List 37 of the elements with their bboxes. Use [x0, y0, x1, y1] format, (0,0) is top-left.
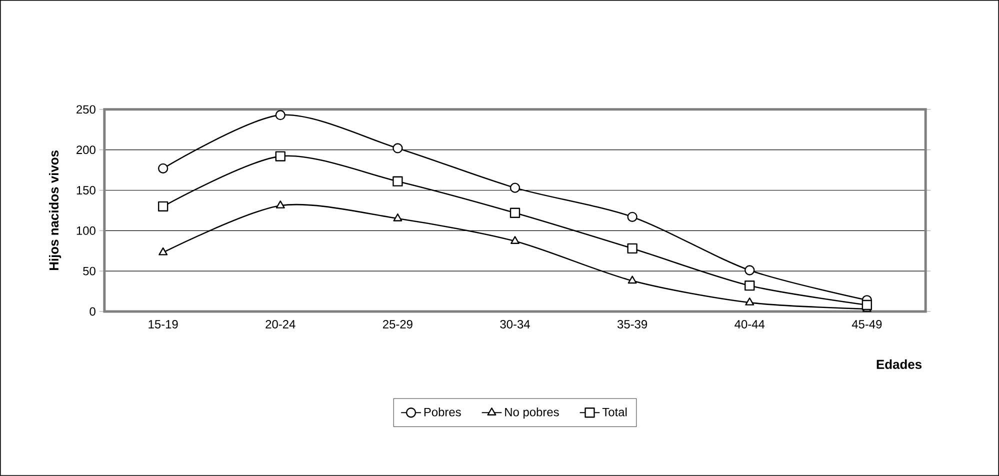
point — [158, 201, 168, 212]
y-tick-label: 250 — [76, 105, 96, 114]
y-tick-label: 150 — [76, 186, 96, 195]
x-tick-label: 35-39 — [617, 320, 648, 328]
point — [744, 265, 755, 276]
point — [392, 143, 403, 154]
x-tick-label: 20-24 — [266, 320, 296, 328]
x-tick-label: 45-49 — [852, 320, 882, 328]
point — [510, 208, 520, 218]
point — [158, 247, 168, 256]
legend-label: Total — [602, 408, 627, 416]
y-tick-label: 200 — [76, 146, 96, 154]
x-tick-label: 15-19 — [148, 320, 178, 328]
x-tick-label: 30-34 — [500, 320, 530, 328]
point — [158, 163, 168, 174]
y-axis-title: Hijos nacidos vivos — [49, 150, 62, 270]
point — [392, 176, 403, 186]
x-axis-title: Edades — [876, 359, 922, 369]
y-tick-label: 100 — [76, 226, 96, 235]
point — [627, 212, 638, 222]
point — [275, 151, 286, 162]
legend-label: Pobres — [424, 408, 461, 416]
point — [628, 276, 637, 284]
x-tick-label: 25-29 — [382, 320, 412, 328]
y-tick-label: 50 — [83, 266, 96, 276]
point — [510, 182, 520, 193]
point — [276, 200, 285, 208]
point — [744, 280, 755, 291]
legend-label: No pobres — [505, 408, 559, 419]
point — [393, 213, 402, 222]
point — [862, 300, 872, 310]
y-tick-label: 0 — [90, 307, 96, 316]
point — [745, 298, 754, 306]
x-tick-label: 40-44 — [734, 320, 765, 328]
point — [510, 236, 520, 244]
point — [275, 110, 286, 120]
point — [627, 243, 638, 254]
